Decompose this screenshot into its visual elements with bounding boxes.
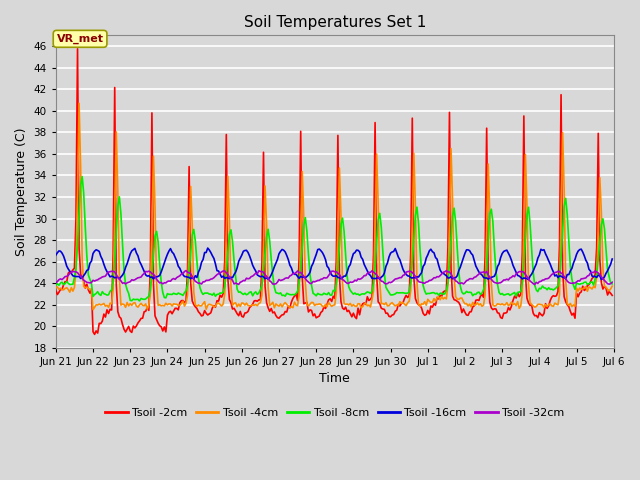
Tsoil -32cm — [182, 268, 190, 274]
Tsoil -2cm — [124, 326, 131, 332]
Tsoil -2cm — [609, 292, 616, 298]
Tsoil -4cm — [298, 169, 306, 175]
Tsoil -4cm — [124, 300, 131, 305]
Tsoil -32cm — [531, 282, 538, 288]
Tsoil -8cm — [298, 243, 306, 249]
Tsoil -8cm — [609, 281, 616, 287]
Tsoil -4cm — [239, 300, 247, 306]
Line: Tsoil -4cm: Tsoil -4cm — [56, 103, 612, 310]
Tsoil -4cm — [609, 283, 616, 289]
Tsoil -2cm — [52, 288, 60, 293]
Tsoil -8cm — [239, 291, 247, 297]
Tsoil -8cm — [580, 279, 588, 285]
Tsoil -32cm — [609, 279, 616, 285]
Tsoil -8cm — [221, 284, 228, 289]
Tsoil -2cm — [249, 301, 257, 307]
Line: Tsoil -2cm: Tsoil -2cm — [56, 49, 612, 335]
Tsoil -4cm — [89, 307, 97, 312]
Tsoil -32cm — [297, 270, 305, 276]
Tsoil -2cm — [239, 314, 247, 320]
Tsoil -2cm — [221, 257, 228, 263]
Tsoil -8cm — [122, 281, 129, 287]
Tsoil -32cm — [120, 280, 128, 286]
Tsoil -16cm — [609, 256, 616, 262]
X-axis label: Time: Time — [319, 372, 350, 385]
Tsoil -16cm — [297, 274, 305, 279]
Tsoil -4cm — [221, 291, 228, 297]
Tsoil -32cm — [52, 280, 60, 286]
Tsoil -8cm — [78, 174, 86, 180]
Tsoil -16cm — [525, 276, 532, 282]
Tsoil -4cm — [249, 302, 257, 308]
Line: Tsoil -32cm: Tsoil -32cm — [56, 271, 612, 285]
Line: Tsoil -16cm: Tsoil -16cm — [56, 248, 612, 279]
Tsoil -16cm — [120, 270, 128, 276]
Tsoil -2cm — [298, 274, 306, 280]
Tsoil -16cm — [204, 245, 212, 251]
Title: Soil Temperatures Set 1: Soil Temperatures Set 1 — [244, 15, 426, 30]
Legend: Tsoil -2cm, Tsoil -4cm, Tsoil -8cm, Tsoil -16cm, Tsoil -32cm: Tsoil -2cm, Tsoil -4cm, Tsoil -8cm, Tsoi… — [101, 403, 569, 422]
Tsoil -16cm — [247, 257, 255, 263]
Tsoil -8cm — [136, 298, 143, 304]
Line: Tsoil -8cm: Tsoil -8cm — [56, 177, 612, 301]
Tsoil -32cm — [580, 276, 588, 281]
Tsoil -2cm — [580, 288, 588, 293]
Tsoil -8cm — [249, 293, 257, 299]
Tsoil -16cm — [52, 252, 60, 258]
Tsoil -8cm — [52, 282, 60, 288]
Tsoil -2cm — [74, 46, 81, 52]
Tsoil -16cm — [220, 273, 227, 279]
Tsoil -32cm — [247, 274, 255, 279]
Tsoil -4cm — [52, 285, 60, 290]
Tsoil -2cm — [91, 332, 99, 337]
Tsoil -32cm — [220, 268, 227, 274]
Tsoil -4cm — [76, 100, 83, 106]
Tsoil -16cm — [580, 253, 588, 259]
Y-axis label: Soil Temperature (C): Soil Temperature (C) — [15, 127, 28, 256]
Text: VR_met: VR_met — [56, 34, 104, 44]
Tsoil -4cm — [580, 285, 588, 290]
Tsoil -32cm — [238, 279, 246, 285]
Tsoil -16cm — [238, 252, 246, 258]
